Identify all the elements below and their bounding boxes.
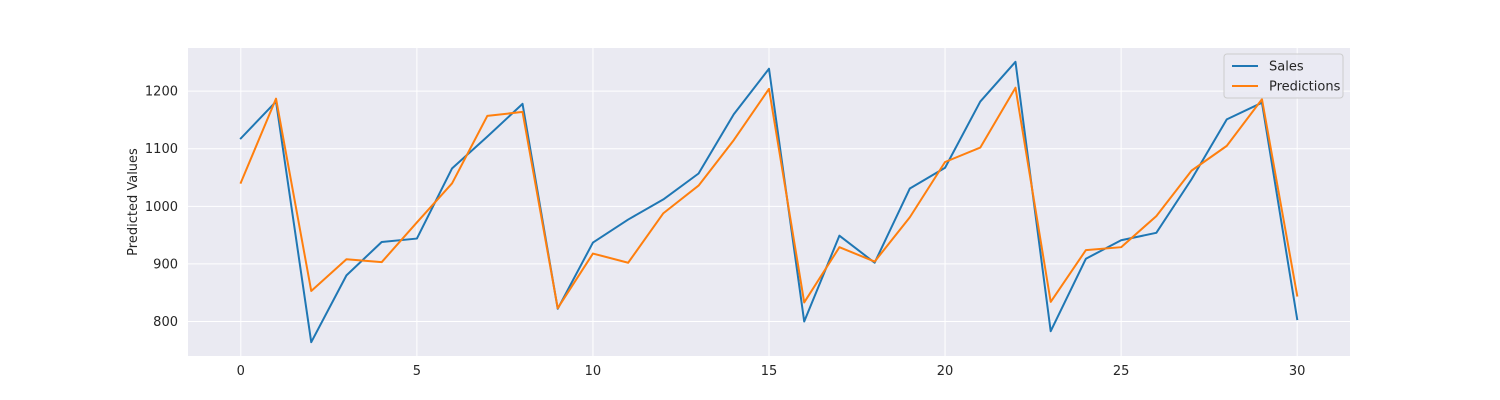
x-tick-label: 15 [761,364,778,379]
y-tick-label: 1000 [145,200,178,215]
tick-layer: 800 900 1000 1100 1200 0 5 10 15 20 25 30 [145,85,1306,379]
legend-label-predictions: Predictions [1269,80,1341,95]
legend: Sales Predictions [1223,53,1344,99]
x-tick-label: 30 [1289,364,1306,379]
x-tick-label: 25 [1113,364,1130,379]
y-tick-label: 1200 [145,85,178,100]
y-tick-label: 1100 [145,142,178,157]
y-tick-label: 900 [153,257,178,272]
x-tick-label: 20 [937,364,954,379]
x-tick-label: 0 [237,364,245,379]
y-tick-label: 800 [153,315,178,330]
grid-layer [188,48,1350,356]
x-tick-label: 5 [413,364,421,379]
y-axis-label: Predicted Values [126,148,141,256]
series-layer [239,60,1299,344]
series-line-predictions [239,86,1299,310]
legend-label-sales: Sales [1269,60,1304,75]
x-tick-label: 10 [585,364,602,379]
series-line-sales [239,60,1299,344]
